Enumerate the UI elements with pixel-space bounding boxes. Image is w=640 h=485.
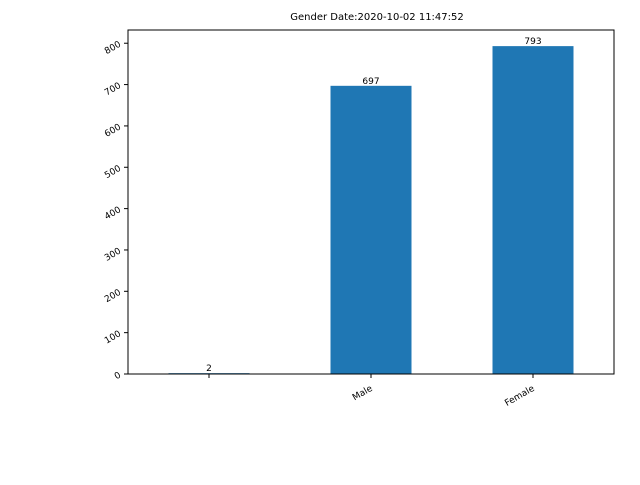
plot-frame [127, 29, 615, 375]
y-tick-label-3: 300 [103, 246, 123, 263]
y-tick-label-5: 500 [103, 164, 123, 181]
y-tick-label-7: 700 [103, 81, 123, 98]
y-tick-label-8: 800 [103, 40, 123, 57]
y-tick-label-0: 0 [113, 370, 123, 382]
y-tick-label-4: 400 [103, 205, 123, 222]
x-tick-label-1: Male [351, 384, 375, 404]
y-axis: 0 100 200 300 400 500 600 700 800 [103, 40, 128, 382]
bars-layer [168, 46, 574, 374]
bar-value-label-0: 2 [206, 364, 212, 374]
bar-value-label-1: 697 [362, 77, 379, 87]
bar-1 [330, 85, 412, 374]
bar-labels-layer: 2 697 793 [206, 37, 541, 374]
y-tick-label-6: 600 [103, 122, 123, 139]
x-tick-label-2: Female [503, 384, 537, 409]
x-axis: Male Female [208, 374, 537, 409]
bar-2 [492, 46, 574, 374]
bar-value-label-2: 793 [524, 37, 541, 47]
y-tick-label-1: 100 [103, 329, 123, 346]
chart-title: Gender Date:2020-10-02 11:47:52 [290, 12, 464, 23]
y-tick-label-2: 200 [103, 288, 123, 305]
